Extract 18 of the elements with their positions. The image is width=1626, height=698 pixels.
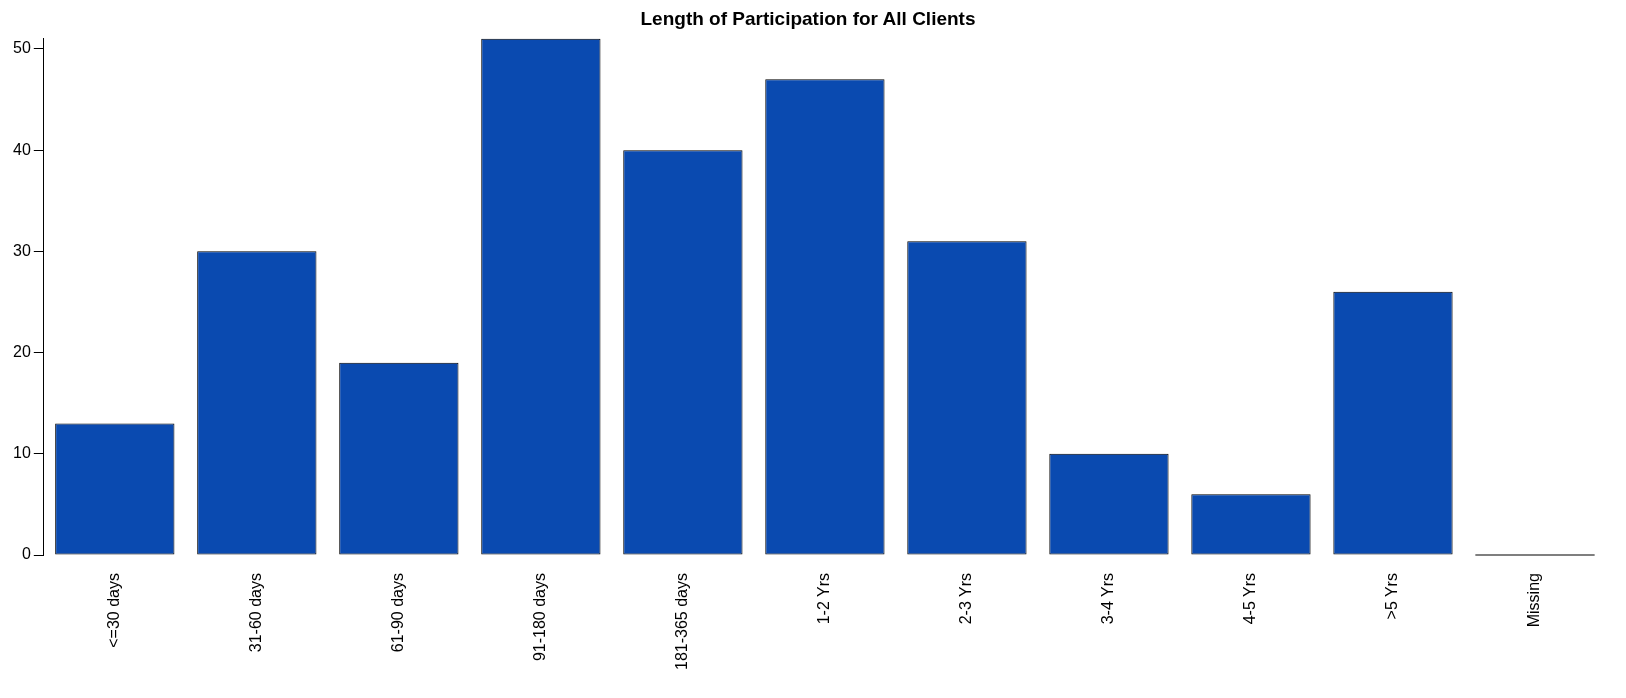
x-tick-label: Missing [1525,573,1543,628]
x-tick-label: 4-5 Yrs [1241,573,1259,625]
x-tick-label: >5 Yrs [1383,573,1401,620]
chart-title: Length of Participation for All Clients [640,7,976,29]
x-tick-label: 31-60 days [247,573,265,653]
x-tick-label: 3-4 Yrs [1099,573,1117,625]
y-tick-label: 50 [13,39,31,57]
y-tick-label: 20 [13,343,31,360]
x-tick-label: 181-365 days [673,573,691,671]
y-tick-label: 40 [13,140,31,158]
x-tick-label: 91-180 days [531,573,549,662]
x-tick-label: 61-90 days [389,573,407,653]
x-tick-label: <=30 days [105,573,123,648]
x-tick-label: 1-2 Yrs [815,573,833,625]
y-tick-label: 30 [13,241,31,259]
y-tick-label: 0 [21,545,31,563]
x-tick-label: 2-3 Yrs [957,573,975,625]
y-tick-label: 10 [13,444,31,462]
